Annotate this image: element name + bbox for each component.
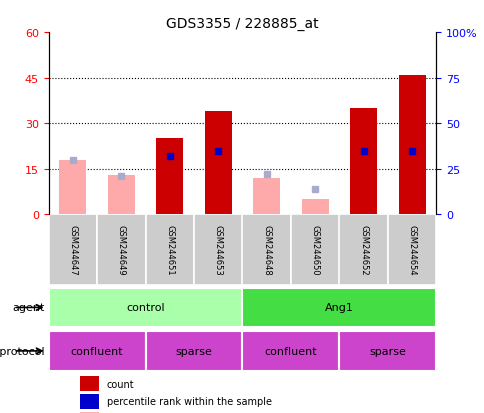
Text: GSM244653: GSM244653 (213, 225, 222, 275)
Bar (79, 412, 99, 413)
Text: agent: agent (12, 303, 45, 313)
Title: GDS3355 / 228885_at: GDS3355 / 228885_at (166, 17, 318, 31)
Bar (242, 331, 339, 371)
Bar (48, 288, 242, 328)
Bar (398, 76, 424, 215)
Text: confluent: confluent (264, 346, 317, 356)
Bar (387, 215, 436, 285)
Bar (349, 109, 376, 215)
Bar (290, 215, 339, 285)
Text: Ang1: Ang1 (324, 303, 353, 313)
Bar (145, 331, 242, 371)
Text: GSM244654: GSM244654 (407, 225, 416, 275)
Text: confluent: confluent (71, 346, 123, 356)
Text: control: control (126, 303, 165, 313)
Bar (242, 215, 290, 285)
Text: sparse: sparse (175, 346, 212, 356)
Bar (194, 215, 242, 285)
Bar (301, 199, 328, 215)
Bar (253, 178, 279, 215)
Text: GSM244651: GSM244651 (165, 225, 174, 275)
Text: growth protocol: growth protocol (0, 346, 45, 356)
Text: GSM244652: GSM244652 (359, 225, 367, 275)
Text: GSM244650: GSM244650 (310, 225, 319, 275)
Bar (339, 331, 436, 371)
Bar (339, 215, 387, 285)
Bar (107, 176, 134, 215)
Bar (79, 394, 99, 409)
Bar (97, 215, 145, 285)
Bar (156, 139, 182, 215)
Bar (145, 215, 194, 285)
Text: GSM244649: GSM244649 (117, 225, 125, 275)
Text: sparse: sparse (369, 346, 406, 356)
Bar (48, 215, 97, 285)
Text: percentile rank within the sample: percentile rank within the sample (106, 396, 271, 406)
Text: GSM244647: GSM244647 (68, 225, 77, 275)
Text: count: count (106, 379, 134, 389)
Text: GSM244648: GSM244648 (262, 225, 271, 275)
Bar (79, 376, 99, 391)
Bar (204, 112, 231, 215)
Bar (60, 160, 86, 215)
Bar (242, 288, 436, 328)
Bar (48, 331, 145, 371)
